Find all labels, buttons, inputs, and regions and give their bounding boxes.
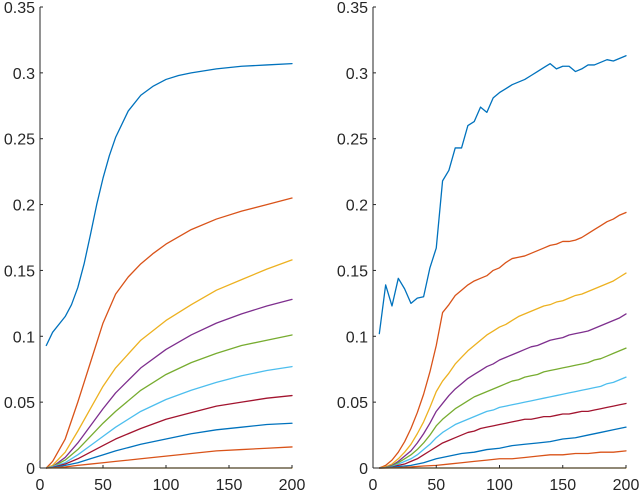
right-series-line-4 [378, 313, 627, 469]
right-series-line-7 [378, 402, 627, 469]
right-series-line-5 [378, 347, 627, 469]
left-y-tick-label: 0.35 [4, 0, 35, 17]
left-series-line-3 [45, 259, 293, 469]
left-chart-panel: 0 0.05 0.1 0.15 0.2 0.25 0.3 0.35 0 50 100 150 200 [4, 0, 306, 494]
right-series-line-9 [378, 450, 627, 469]
right-y-tick-label: 0.35 [337, 0, 368, 17]
right-y-tick-label: 0 [359, 461, 368, 478]
left-series-line-1 [45, 62, 293, 347]
right-x-tick-label: 50 [427, 477, 445, 494]
right-x-tick-label: 0 [369, 477, 378, 494]
right-y-tick-label: 0.25 [337, 132, 368, 149]
left-y-tick-label: 0 [26, 461, 35, 478]
right-chart-panel: 0 0.05 0.1 0.15 0.2 0.25 0.3 0.35 0 50 100 150 200 [337, 0, 640, 494]
right-y-tick-label: 0.3 [346, 66, 368, 83]
left-y-tick-label: 0.2 [13, 198, 35, 215]
left-series-line-6 [45, 365, 293, 469]
left-x-tick-label: 50 [94, 477, 112, 494]
left-y-tick-label: 0.05 [4, 395, 35, 412]
left-series-line-4 [45, 298, 293, 469]
left-series-line-2 [45, 197, 293, 469]
left-series-line-5 [45, 334, 293, 469]
left-x-tick-label: 0 [36, 477, 45, 494]
right-x-tick-label: 200 [613, 477, 640, 494]
right-x-tick-label: 150 [549, 477, 576, 494]
right-series-line-6 [378, 376, 627, 469]
right-y-tick-label: 0.2 [346, 198, 368, 215]
right-series-line-3 [378, 272, 627, 469]
left-y-tick-label: 0.1 [13, 329, 35, 346]
left-x-tick-label: 100 [153, 477, 180, 494]
left-y-tick-label: 0.3 [13, 66, 35, 83]
right-series-line-8 [378, 426, 627, 469]
right-y-tick-label: 0.1 [346, 329, 368, 346]
left-y-tick-label: 0.15 [4, 263, 35, 280]
left-series-line-7 [45, 394, 293, 469]
left-y-tick-label: 0.25 [4, 132, 35, 149]
right-series-line-1 [378, 55, 627, 335]
right-x-tick-label: 100 [486, 477, 513, 494]
right-series-line-2 [378, 211, 627, 469]
left-x-tick-label: 200 [279, 477, 306, 494]
left-x-tick-label: 150 [216, 477, 243, 494]
right-y-tick-label: 0.15 [337, 263, 368, 280]
right-y-tick-label: 0.05 [337, 395, 368, 412]
left-series-line-9 [45, 446, 293, 469]
left-series-line-8 [45, 422, 293, 469]
